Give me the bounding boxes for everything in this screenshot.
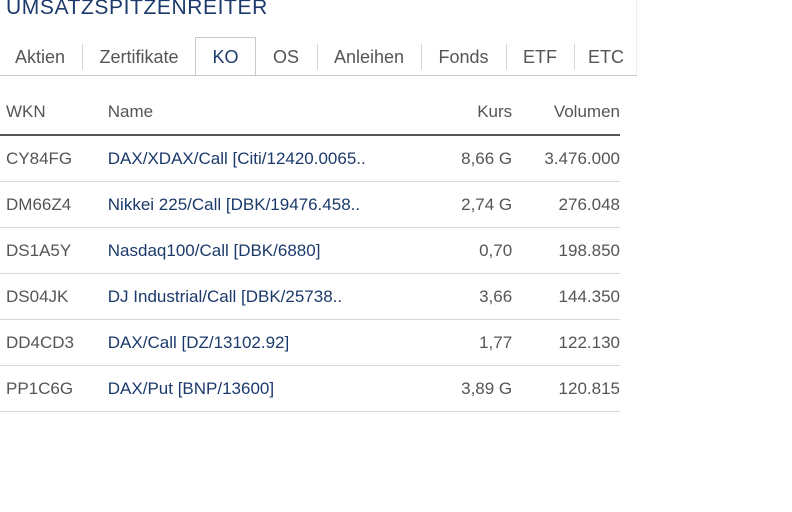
column-header-volumen: Volumen: [512, 90, 620, 136]
tab-divider: [317, 44, 318, 70]
tab-etf[interactable]: ETF: [523, 47, 557, 67]
row-volumen: 122.130: [512, 319, 620, 366]
tab-divider: [421, 44, 422, 70]
tab-ko[interactable]: KO: [195, 37, 256, 75]
row-volumen: 144.350: [512, 273, 620, 320]
widget-border: [636, 0, 637, 76]
table-row[interactable]: CY84FG DAX/XDAX/Call [Citi/12420.0065.. …: [0, 135, 620, 182]
row-wkn: CY84FG: [0, 135, 108, 182]
table-header-row: WKN Name Kurs Volumen: [0, 90, 620, 136]
tab-anleihen[interactable]: Anleihen: [333, 47, 405, 67]
row-kurs: 2,74 G: [417, 181, 513, 228]
row-name-link[interactable]: Nasdaq100/Call [DBK/6880]: [107, 227, 418, 274]
row-name-link[interactable]: Nikkei 225/Call [DBK/19476.458..: [107, 181, 418, 228]
row-wkn: PP1C6G: [0, 365, 108, 412]
row-volumen: 3.476.000: [512, 135, 620, 182]
row-name-link[interactable]: DAX/Put [BNP/13600]: [107, 365, 418, 412]
table-row[interactable]: DD4CD3 DAX/Call [DZ/13102.92] 1,77 122.1…: [0, 319, 620, 366]
row-wkn: DM66Z4: [0, 181, 108, 228]
column-header-kurs: Kurs: [417, 90, 513, 136]
row-wkn: DD4CD3: [0, 319, 108, 366]
top-sellers-table: WKN Name Kurs Volumen CY84FG DAX/XDAX/Ca…: [0, 90, 620, 412]
row-name-link[interactable]: DAX/XDAX/Call [Citi/12420.0065..: [107, 135, 418, 182]
tab-divider: [574, 44, 575, 70]
table-row[interactable]: DM66Z4 Nikkei 225/Call [DBK/19476.458.. …: [0, 181, 620, 228]
table-row[interactable]: PP1C6G DAX/Put [BNP/13600] 3,89 G 120.81…: [0, 365, 620, 412]
tab-fonds[interactable]: Fonds: [438, 47, 489, 67]
row-wkn: DS1A5Y: [0, 227, 108, 274]
row-volumen: 198.850: [512, 227, 620, 274]
row-name-link[interactable]: DAX/Call [DZ/13102.92]: [107, 319, 418, 366]
row-name-link[interactable]: DJ Industrial/Call [DBK/25738..: [107, 273, 418, 320]
tab-os[interactable]: OS: [272, 47, 299, 67]
table-row[interactable]: DS1A5Y Nasdaq100/Call [DBK/6880] 0,70 19…: [0, 227, 620, 274]
row-volumen: 120.815: [512, 365, 620, 412]
row-volumen: 276.048: [512, 181, 620, 228]
widget-title: UMSATZSPITZENREITER: [6, 0, 268, 19]
row-kurs: 1,77: [417, 319, 513, 366]
column-header-wkn: WKN: [0, 90, 108, 136]
tab-aktien[interactable]: Aktien: [14, 47, 66, 67]
table-row[interactable]: DS04JK DJ Industrial/Call [DBK/25738.. 3…: [0, 273, 620, 320]
row-kurs: 0,70: [417, 227, 513, 274]
top-sellers-widget: UMSATZSPITZENREITER Aktien Zertifikate K…: [0, 0, 637, 412]
tab-zertifikate[interactable]: Zertifikate: [99, 47, 179, 67]
row-kurs: 3,89 G: [417, 365, 513, 412]
tab-etc[interactable]: ETC: [588, 47, 624, 67]
row-wkn: DS04JK: [0, 273, 108, 320]
tab-divider: [506, 44, 507, 70]
row-kurs: 3,66: [417, 273, 513, 320]
row-kurs: 8,66 G: [417, 135, 513, 182]
tab-divider: [82, 44, 83, 70]
tab-bar: Aktien Zertifikate KO OS Anleihen Fonds …: [0, 37, 637, 76]
column-header-name: Name: [107, 90, 418, 136]
